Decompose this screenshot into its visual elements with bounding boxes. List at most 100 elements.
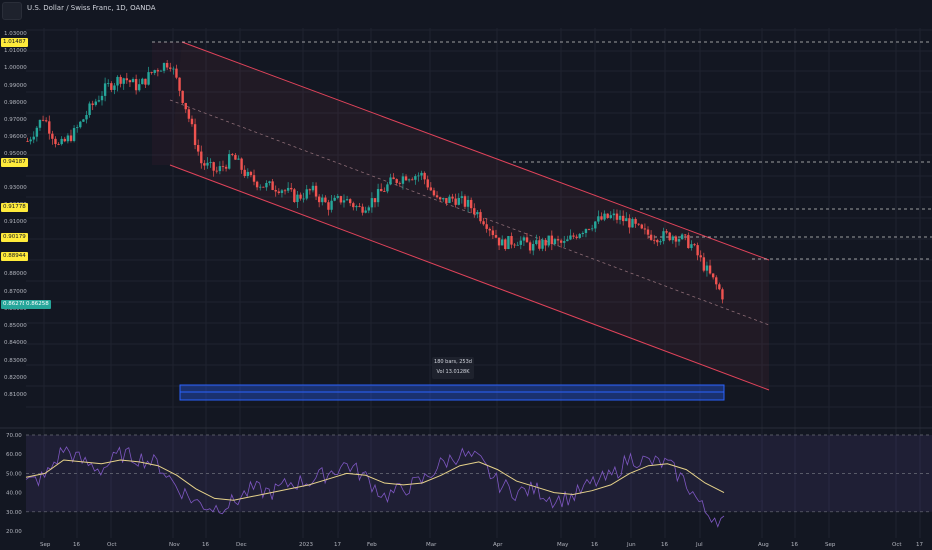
candle-body (674, 236, 678, 242)
candle-body (625, 218, 628, 222)
candle-body (187, 109, 191, 119)
time-axis-label: Jun (626, 542, 636, 548)
candle-body (525, 237, 529, 243)
candle-body (643, 228, 647, 230)
candle-body (144, 78, 147, 85)
candle-body (693, 244, 696, 246)
candle-body (119, 76, 122, 84)
time-axis-label: Nov (169, 542, 180, 548)
rsi-axis-label: 30.00 (6, 510, 22, 516)
candle-body (141, 78, 144, 85)
candle-body (376, 188, 380, 203)
candle-body (206, 162, 209, 166)
candle-body (445, 198, 448, 203)
candle-body (26, 141, 29, 142)
candle-body (488, 228, 491, 231)
time-axis-label: 2023 (299, 542, 313, 548)
candle-body (522, 237, 526, 241)
time-axis-label: Aug (758, 542, 769, 548)
candle-body (671, 236, 675, 241)
candle-body (392, 177, 395, 180)
candle-body (240, 158, 243, 170)
candle-body (411, 179, 414, 181)
candle-body (621, 215, 625, 222)
candle-body (649, 234, 653, 240)
candle-body (389, 177, 392, 185)
candle-body (79, 121, 82, 128)
symbol-menu-button[interactable] (2, 2, 22, 20)
candle-body (628, 218, 631, 228)
candle-body (72, 128, 76, 141)
candle-body (550, 235, 554, 245)
candle-body (203, 163, 206, 166)
candle-body (345, 199, 349, 201)
candle-body (547, 235, 550, 246)
candle-body (507, 236, 510, 249)
time-axis-label: Oct (107, 542, 117, 548)
candle-body (193, 124, 197, 146)
candle-body (715, 277, 718, 285)
price-axis-label: 0.87000 (4, 289, 27, 295)
price-axis-label: 0.83000 (4, 358, 27, 364)
channel-lower-line (169, 164, 770, 391)
candle-body (339, 196, 343, 203)
candle-body (255, 181, 259, 188)
candle-body (584, 229, 588, 233)
time-axis-label: Mar (426, 542, 437, 548)
candle-body (268, 181, 271, 184)
time-axis-label: 16 (791, 542, 798, 548)
candle-body (311, 185, 315, 191)
candle-body (252, 175, 256, 182)
candle-body (190, 118, 194, 125)
candle-body (169, 67, 172, 69)
candle-body (702, 257, 706, 271)
price-axis-label: 0.82000 (4, 375, 27, 381)
price-axis-label: 1.00000 (4, 65, 27, 71)
candle-body (358, 206, 361, 207)
rsi-ma-line (25, 459, 725, 501)
candle-body (684, 234, 687, 236)
candle-body (656, 240, 659, 243)
candle-body (476, 212, 479, 215)
price-axis-label: 0.81000 (4, 392, 27, 398)
price-tag-label: 0.86258 (24, 300, 51, 309)
candle-body (705, 265, 709, 271)
candle-body (116, 76, 119, 86)
time-axis-label: 16 (591, 542, 598, 548)
candle-body (510, 236, 513, 245)
candle-body (212, 162, 215, 171)
candle-body (218, 166, 222, 172)
candle-body (566, 239, 569, 242)
candle-body (401, 176, 405, 184)
candle-body (435, 195, 439, 198)
price-axis-label: 0.98000 (4, 100, 27, 106)
candle-body (646, 229, 650, 235)
candle-body (575, 236, 578, 238)
candle-body (590, 228, 594, 230)
rsi-axis-label: 70.00 (6, 433, 22, 439)
rsi-axis-label: 50.00 (6, 471, 22, 477)
price-tag-label: 0.90179 (1, 233, 28, 242)
symbol-title[interactable]: U.S. Dollar / Swiss Franc, 1D, OANDA (27, 4, 156, 12)
candle-body (35, 127, 39, 137)
channel-fill (170, 42, 769, 390)
candle-body (556, 239, 560, 241)
candle-body (711, 273, 715, 278)
candle-body (355, 206, 358, 208)
price-axis-label: 0.85000 (4, 323, 27, 329)
candle-body (653, 239, 656, 241)
candle-body (699, 255, 702, 258)
candle-body (153, 70, 156, 73)
price-axis-label: 0.84000 (4, 340, 27, 346)
candle-body (485, 224, 488, 229)
price-axis-label: 1.01000 (4, 48, 27, 54)
candle-body (665, 231, 668, 233)
price-axis-label: 0.96000 (4, 134, 27, 140)
candle-body (293, 189, 296, 203)
candle-body (85, 115, 88, 120)
channel-upper-line (181, 41, 770, 261)
candle-body (181, 90, 184, 103)
candle-body (69, 135, 73, 141)
